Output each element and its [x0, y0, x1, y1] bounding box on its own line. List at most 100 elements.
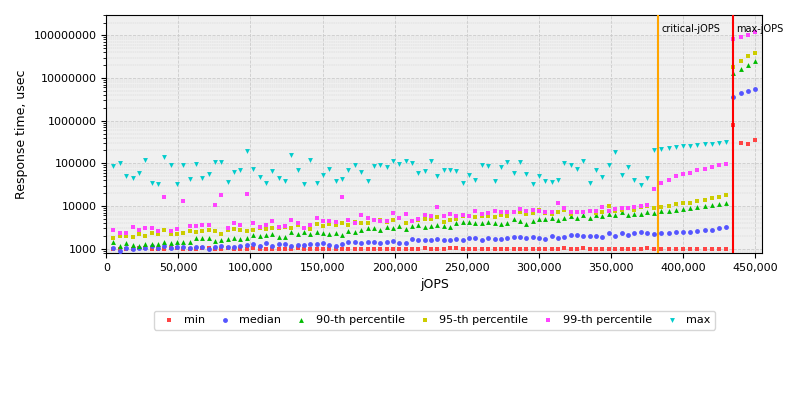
max — [177, 162, 190, 168]
99-th percentile — [539, 209, 552, 216]
min — [120, 246, 133, 252]
90-th percentile — [602, 211, 615, 217]
99-th percentile — [323, 218, 336, 224]
99-th percentile — [342, 217, 355, 223]
99-th percentile — [698, 166, 711, 172]
95-th percentile — [177, 229, 190, 236]
min — [222, 245, 234, 252]
95-th percentile — [228, 226, 241, 233]
median — [310, 241, 323, 247]
99-th percentile — [253, 224, 266, 230]
max — [196, 175, 209, 181]
median — [183, 245, 196, 252]
max — [406, 160, 418, 166]
90-th percentile — [734, 66, 747, 72]
min — [228, 246, 241, 252]
90-th percentile — [720, 200, 733, 206]
95-th percentile — [583, 208, 596, 214]
95-th percentile — [501, 213, 514, 219]
median — [151, 245, 164, 252]
90-th percentile — [706, 202, 718, 208]
min — [183, 246, 196, 252]
95-th percentile — [317, 223, 330, 229]
95-th percentile — [558, 207, 570, 214]
max — [399, 158, 412, 164]
99-th percentile — [349, 220, 362, 226]
99-th percentile — [330, 219, 342, 225]
Text: critical-jOPS: critical-jOPS — [662, 24, 720, 34]
95-th percentile — [577, 209, 590, 216]
99-th percentile — [399, 210, 412, 217]
99-th percentile — [406, 218, 418, 224]
90-th percentile — [393, 222, 406, 229]
max — [609, 149, 622, 155]
90-th percentile — [456, 219, 469, 226]
max — [380, 164, 393, 170]
90-th percentile — [164, 240, 177, 246]
median — [609, 233, 622, 239]
90-th percentile — [713, 201, 726, 208]
min — [323, 246, 336, 252]
max — [209, 158, 222, 165]
99-th percentile — [291, 220, 304, 226]
95-th percentile — [438, 219, 450, 225]
min — [655, 246, 668, 252]
max — [634, 182, 647, 188]
90-th percentile — [241, 235, 254, 241]
min — [583, 246, 596, 252]
max — [526, 181, 539, 187]
90-th percentile — [469, 220, 482, 226]
min — [114, 245, 126, 252]
median — [469, 235, 482, 242]
99-th percentile — [202, 222, 215, 228]
90-th percentile — [342, 228, 355, 234]
90-th percentile — [310, 229, 323, 236]
90-th percentile — [133, 242, 146, 249]
90-th percentile — [380, 224, 393, 230]
95-th percentile — [336, 220, 349, 226]
max — [677, 143, 690, 150]
median — [196, 244, 209, 250]
90-th percentile — [462, 219, 475, 225]
95-th percentile — [202, 227, 215, 234]
median — [323, 242, 336, 248]
max — [202, 170, 215, 177]
median — [564, 232, 577, 238]
median — [190, 243, 202, 250]
95-th percentile — [412, 217, 425, 224]
99-th percentile — [590, 208, 602, 215]
90-th percentile — [444, 224, 457, 230]
90-th percentile — [684, 205, 697, 211]
max — [170, 181, 183, 188]
99-th percentile — [177, 198, 190, 204]
90-th percentile — [552, 217, 565, 223]
max — [622, 164, 634, 170]
90-th percentile — [278, 234, 291, 240]
min — [713, 246, 726, 252]
95-th percentile — [399, 220, 412, 226]
99-th percentile — [734, 34, 747, 40]
90-th percentile — [438, 223, 450, 230]
95-th percentile — [494, 212, 507, 218]
min — [482, 246, 494, 252]
95-th percentile — [698, 196, 711, 203]
median — [648, 231, 661, 237]
median — [266, 242, 278, 249]
median — [418, 237, 431, 243]
median — [482, 235, 494, 242]
99-th percentile — [336, 194, 349, 201]
99-th percentile — [558, 205, 570, 211]
95-th percentile — [120, 233, 133, 239]
max — [615, 172, 628, 178]
median — [596, 234, 609, 241]
min — [628, 245, 641, 252]
max — [450, 168, 463, 174]
max — [628, 177, 641, 183]
95-th percentile — [380, 219, 393, 225]
median — [670, 229, 682, 236]
99-th percentile — [662, 177, 675, 184]
90-th percentile — [475, 220, 488, 226]
min — [342, 246, 355, 252]
min — [202, 245, 215, 252]
99-th percentile — [677, 171, 690, 178]
